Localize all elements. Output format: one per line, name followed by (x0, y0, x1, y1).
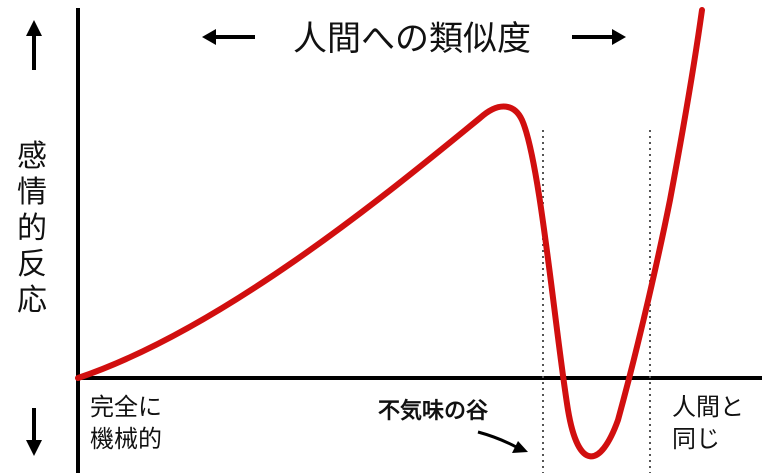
y-axis-char-3: 的 (17, 211, 47, 246)
y-axis-down-arrow (26, 408, 42, 456)
x-axis-left-arrow (202, 29, 255, 45)
x-axis-title: 人間への類似度 (293, 19, 531, 59)
valley-label: 不気味の谷 (378, 398, 489, 424)
y-axis-char-5: 応 (17, 283, 47, 318)
uncanny-valley-curve (75, 7, 705, 460)
y-axis-up-arrow (26, 20, 42, 70)
y-axis-char-1: 感 (17, 139, 47, 174)
y-axis-char-4: 反 (17, 247, 47, 282)
right-label-line-1: 人間と (672, 393, 744, 421)
x-axis-right-arrow (572, 29, 626, 45)
left-label-line-2: 機械的 (90, 425, 162, 453)
valley-pointer-arrow (477, 430, 528, 453)
right-label-line-2: 同じ (672, 425, 720, 453)
y-axis-char-2: 情 (17, 175, 47, 210)
left-label-line-1: 完全に (90, 393, 162, 421)
